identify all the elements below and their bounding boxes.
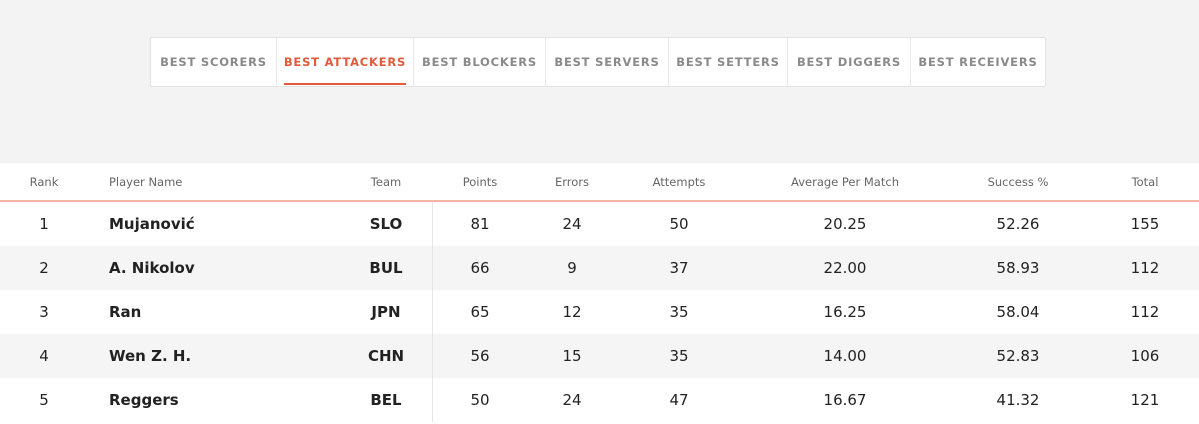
average-cell: 20.25 — [823, 215, 867, 233]
tab[interactable]: BEST SERVERS — [545, 38, 668, 86]
column-header: Errors — [554, 175, 590, 189]
table-row: 4 Wen Z. H. CHN 56 15 35 14.00 52.83 106 — [0, 334, 1199, 378]
table-row: 2 A. Nikolov BUL 66 9 37 22.00 58.93 112 — [0, 246, 1199, 290]
team-cell: SLO — [369, 215, 403, 233]
total-cell: 112 — [1130, 259, 1160, 277]
attempts-cell: 35 — [669, 347, 689, 365]
tab-label: BEST SERVERS — [554, 55, 660, 69]
rank-cell: 4 — [39, 347, 49, 365]
attempts-cell: 37 — [669, 259, 689, 277]
rank-cell: 3 — [39, 303, 49, 321]
success-cell: 52.26 — [996, 215, 1040, 233]
player-name-cell: Mujanović — [109, 215, 195, 233]
errors-cell: 9 — [567, 259, 577, 277]
tab[interactable]: BEST DIGGERS — [787, 38, 910, 86]
table-row: 3 Ran JPN 65 12 35 16.25 58.04 112 — [0, 290, 1199, 334]
tab[interactable]: BEST BLOCKERS — [413, 38, 545, 86]
column-divider — [432, 290, 433, 334]
tab[interactable]: BEST RECEIVERS — [910, 38, 1045, 86]
attempts-cell: 50 — [669, 215, 689, 233]
average-cell: 16.67 — [823, 391, 867, 409]
average-cell: 14.00 — [823, 347, 867, 365]
tab-label: BEST DIGGERS — [796, 55, 902, 69]
column-header: Total — [1131, 175, 1159, 189]
errors-cell: 24 — [562, 215, 582, 233]
tab-label: BEST SETTERS — [676, 55, 780, 69]
tab-label: BEST RECEIVERS — [918, 55, 1038, 69]
total-cell: 121 — [1130, 391, 1160, 409]
column-header: Points — [462, 175, 498, 189]
rank-cell: 5 — [39, 391, 49, 409]
average-cell: 16.25 — [823, 303, 867, 321]
column-header: Team — [370, 175, 402, 189]
success-cell: 58.93 — [996, 259, 1040, 277]
tab-label: BEST SCORERS — [160, 55, 267, 69]
table-row: 1 Mujanović SLO 81 24 50 20.25 52.26 155 — [0, 202, 1199, 246]
table-row: 5 Reggers BEL 50 24 47 16.67 41.32 121 — [0, 378, 1199, 422]
column-divider — [432, 202, 433, 246]
tab[interactable]: BEST SCORERS — [151, 38, 276, 86]
errors-cell: 24 — [562, 391, 582, 409]
points-cell: 65 — [470, 303, 490, 321]
team-cell: CHN — [367, 347, 405, 365]
points-cell: 56 — [470, 347, 490, 365]
column-header: Rank — [29, 175, 59, 189]
column-header: Average Per Match — [791, 175, 899, 189]
success-cell: 41.32 — [996, 391, 1040, 409]
stats-table: Rank Player Name Team Points Errors Attempts A… — [0, 163, 1199, 424]
points-cell: 66 — [470, 259, 490, 277]
total-cell: 112 — [1130, 303, 1160, 321]
player-name-cell: Wen Z. H. — [109, 347, 192, 365]
rank-cell: 2 — [39, 259, 49, 277]
column-header: Success % — [987, 175, 1049, 189]
total-cell: 155 — [1130, 215, 1160, 233]
success-cell: 52.83 — [996, 347, 1040, 365]
rank-cell: 1 — [39, 215, 49, 233]
column-divider — [432, 378, 433, 422]
success-cell: 58.04 — [996, 303, 1040, 321]
tab-label: BEST ATTACKERS — [283, 55, 407, 85]
player-name-cell: Ran — [109, 303, 142, 321]
team-cell: BUL — [369, 259, 403, 277]
errors-cell: 12 — [562, 303, 582, 321]
header-border — [0, 200, 1199, 202]
attempts-cell: 47 — [669, 391, 689, 409]
total-cell: 106 — [1130, 347, 1160, 365]
tab[interactable]: BEST ATTACKERS — [276, 38, 413, 86]
player-name-cell: A. Nikolov — [109, 259, 195, 277]
player-name-cell: Reggers — [109, 391, 179, 409]
column-divider — [432, 246, 433, 290]
errors-cell: 15 — [562, 347, 582, 365]
points-cell: 81 — [470, 215, 490, 233]
column-header: Attempts — [652, 175, 706, 189]
team-cell: BEL — [370, 391, 402, 409]
column-header: Player Name — [109, 175, 183, 189]
tab-bar: BEST SCORERS BEST ATTACKERS BEST BLOCKERS B… — [150, 37, 1046, 87]
tab-label: BEST BLOCKERS — [422, 55, 537, 69]
column-divider — [432, 334, 433, 378]
team-cell: JPN — [371, 303, 401, 321]
tab[interactable]: BEST SETTERS — [668, 38, 787, 86]
attempts-cell: 35 — [669, 303, 689, 321]
points-cell: 50 — [470, 391, 490, 409]
average-cell: 22.00 — [823, 259, 867, 277]
